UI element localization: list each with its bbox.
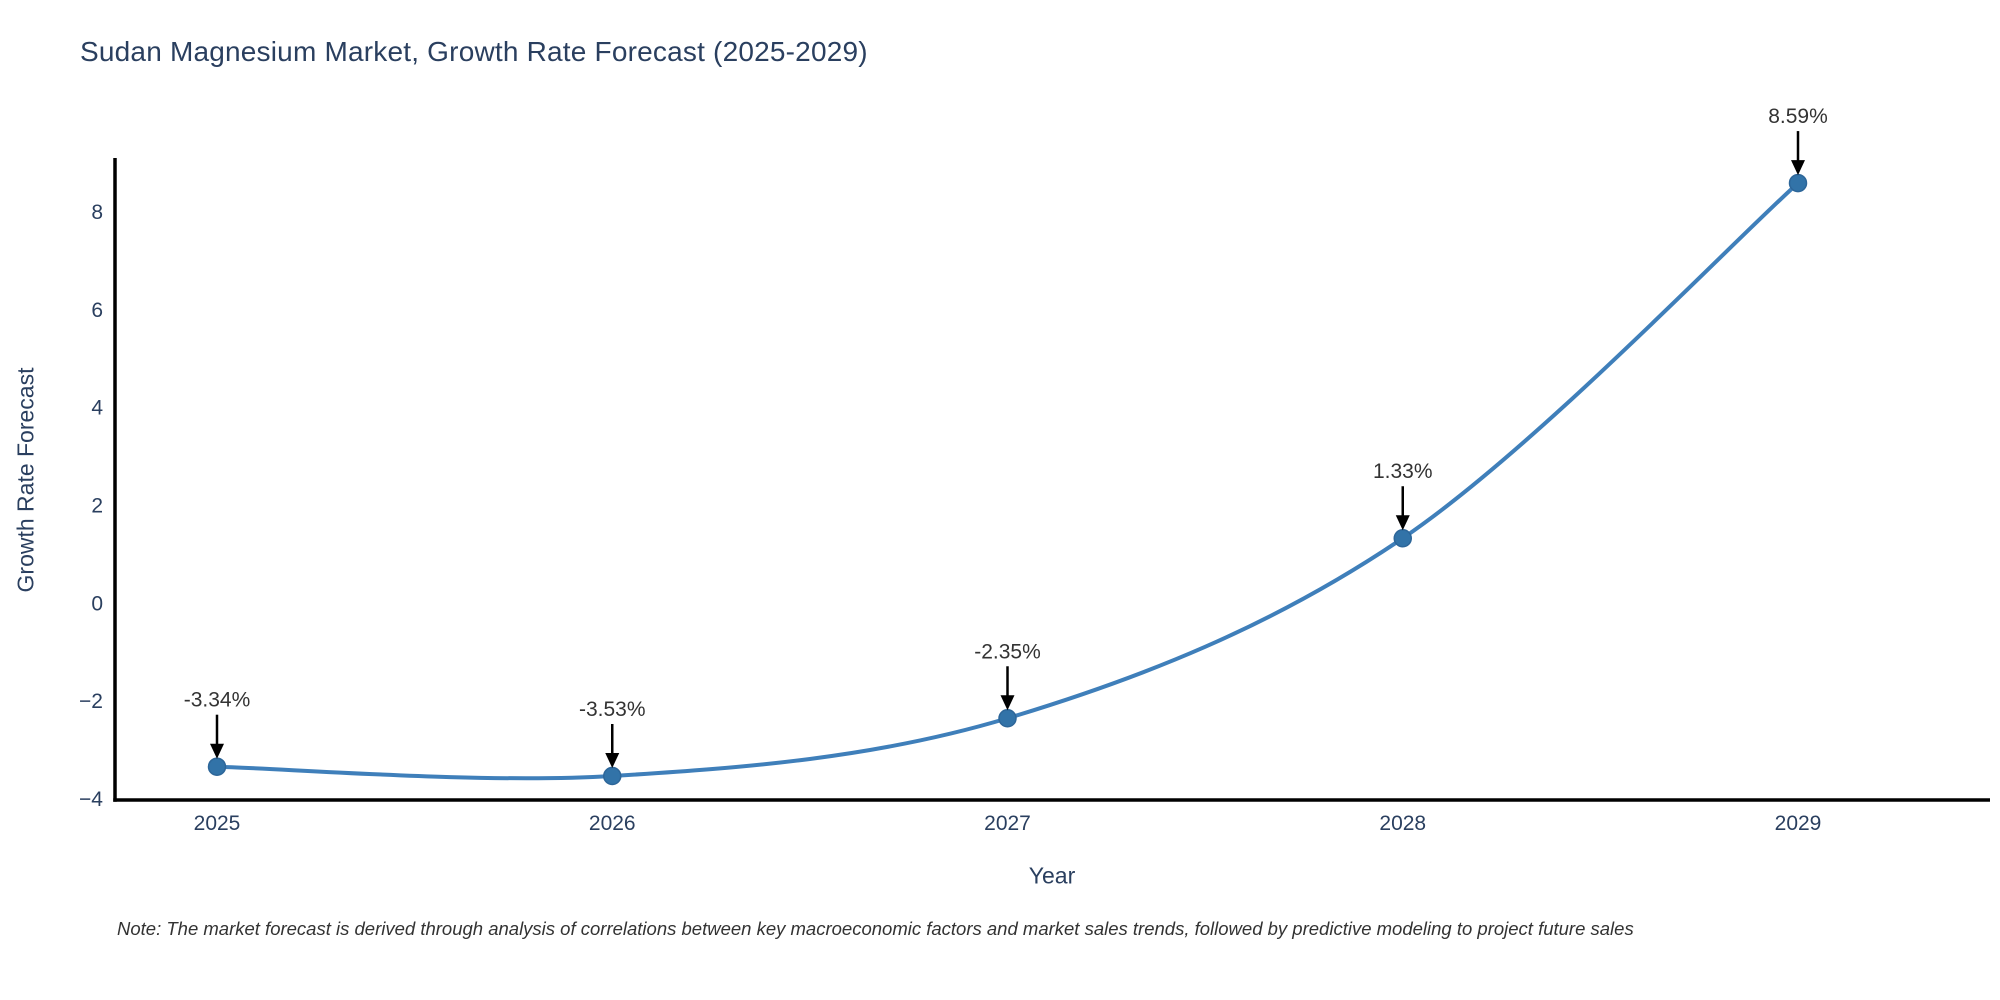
annotation-arrowhead (1791, 160, 1805, 176)
y-tick-label: 4 (91, 397, 103, 420)
data-point-marker (1393, 528, 1412, 548)
x-tick-label: 2025 (194, 812, 241, 835)
data-point-marker (1788, 173, 1808, 193)
x-tick-label: 2028 (1379, 812, 1426, 835)
point-annotation: -2.35% (974, 640, 1041, 663)
point-annotation: -3.34% (184, 689, 251, 712)
y-tick-label: −4 (79, 788, 103, 811)
annotation-arrowhead (1395, 515, 1410, 531)
annotation-arrowhead (605, 752, 620, 768)
chart-title: Sudan Magnesium Market, Growth Rate Fore… (80, 36, 868, 67)
footnote: Note: The market forecast is derived thr… (117, 918, 1634, 939)
y-tick-label: 8 (91, 201, 103, 224)
data-point-marker (998, 709, 1017, 728)
x-axis-title: Year (1028, 862, 1076, 889)
x-tick-label: 2026 (589, 812, 636, 835)
y-tick-label: −2 (79, 690, 103, 713)
forecast-line (215, 181, 1800, 781)
y-tick-label: 2 (91, 494, 103, 517)
data-point-marker (207, 757, 227, 776)
y-tick-label: 0 (91, 592, 103, 615)
y-tick-label: 6 (91, 299, 103, 322)
x-tick-label: 2029 (1775, 812, 1822, 835)
annotation-arrowhead (1000, 695, 1015, 711)
point-annotation: 1.33% (1373, 460, 1433, 483)
point-annotation: -3.53% (579, 698, 646, 721)
data-point-marker (603, 766, 622, 786)
annotation-arrowhead (210, 743, 224, 759)
x-tick-label: 2027 (984, 812, 1031, 835)
point-annotation: 8.59% (1768, 105, 1828, 128)
